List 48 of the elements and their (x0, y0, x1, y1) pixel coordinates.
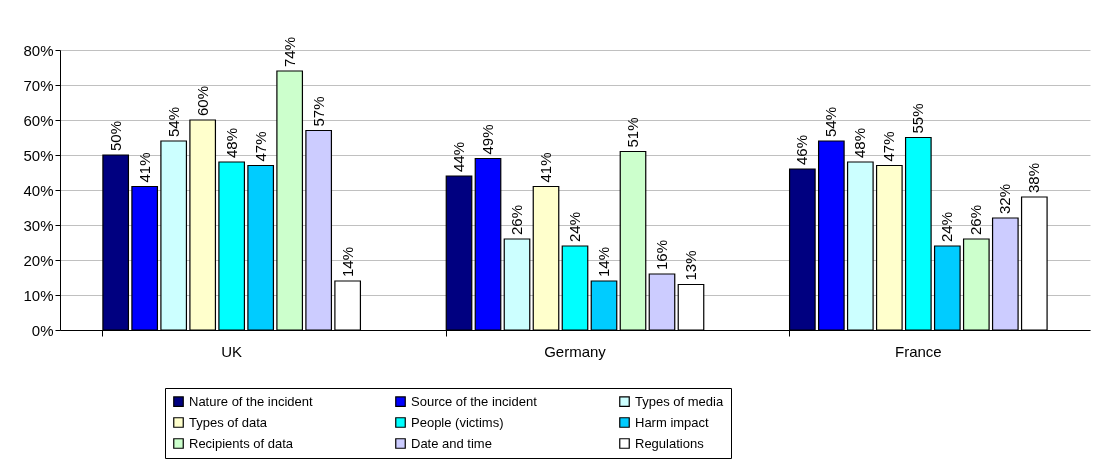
legend-label: Types of data (189, 414, 268, 430)
data-label: 51% (624, 117, 641, 148)
legend-label: Types of media (635, 393, 724, 409)
data-label: 50% (106, 120, 124, 151)
data-label: 26% (508, 204, 525, 235)
data-label: 38% (1025, 162, 1043, 193)
legend-label: Recipients of data (189, 435, 294, 451)
data-label: 16% (652, 239, 670, 270)
legend-label: Source of the incident (411, 393, 538, 409)
data-label: 74% (280, 36, 298, 67)
data-label: 57% (309, 96, 327, 127)
y-tick-label: 60% (23, 111, 54, 129)
data-label: 41% (135, 152, 153, 183)
data-label: 55% (909, 103, 927, 134)
x-tick-label: UK (221, 342, 243, 360)
data-label: 54% (822, 106, 840, 137)
legend-label: People (victims) (411, 414, 504, 430)
data-label: 47% (251, 131, 269, 162)
y-tick-label: 0% (31, 321, 54, 339)
data-label: 47% (880, 131, 898, 162)
x-tick-label: France (894, 342, 942, 360)
y-tick-label: 50% (23, 146, 54, 164)
legend-label: Nature of the incident (189, 393, 313, 409)
data-label: 60% (193, 85, 211, 116)
legend-label: Regulations (635, 435, 705, 451)
data-label: 26% (967, 204, 985, 235)
y-tick-label: 80% (23, 41, 54, 59)
y-tick-label: 30% (23, 216, 54, 234)
data-label: 24% (938, 211, 956, 242)
y-tick-label: 10% (23, 286, 54, 304)
data-label: 46% (793, 134, 811, 165)
data-label: 44% (450, 141, 468, 172)
data-label: 54% (164, 106, 182, 137)
data-label: 41% (537, 152, 554, 183)
legend-label: Date and time (411, 435, 492, 451)
data-label: 32% (996, 183, 1014, 214)
data-label: 24% (566, 211, 583, 242)
legend-label: Harm impact (635, 414, 710, 430)
data-label: 14% (595, 246, 612, 277)
data-label: 48% (222, 127, 240, 158)
data-label: 49% (479, 124, 497, 155)
y-tick-label: 20% (23, 251, 54, 269)
data-label: 13% (681, 250, 699, 281)
data-label: 48% (851, 127, 869, 158)
x-tick-label: Germany (544, 342, 607, 360)
y-tick-label: 40% (23, 181, 54, 199)
data-label: 14% (338, 246, 356, 277)
y-tick-label: 70% (23, 76, 54, 94)
